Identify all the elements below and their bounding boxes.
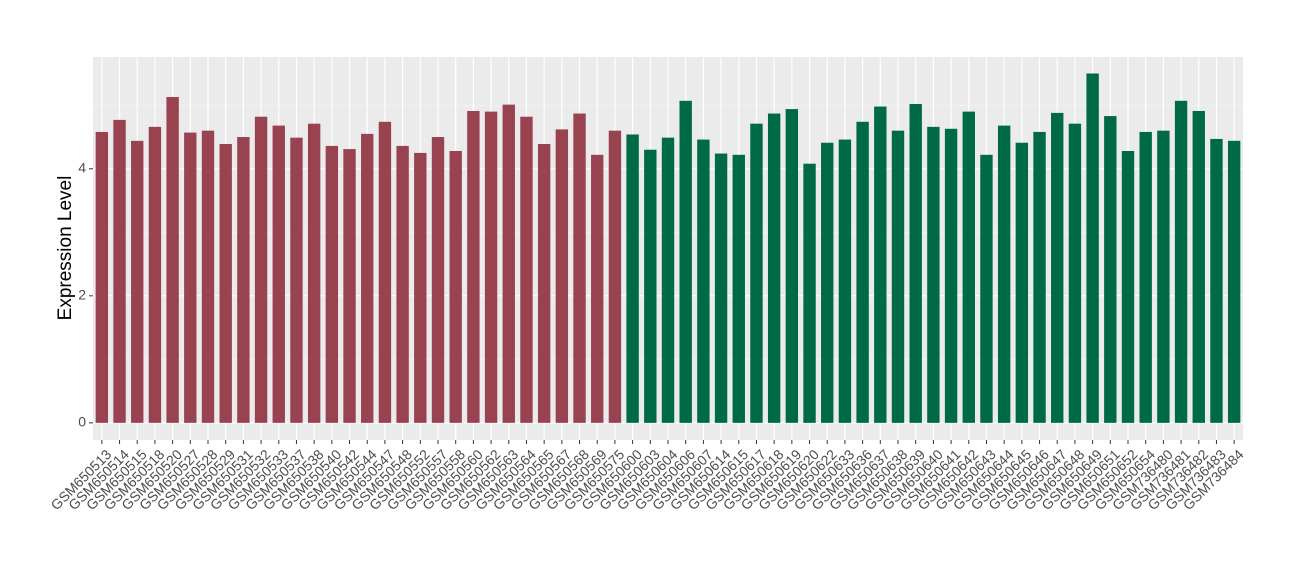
bar — [361, 133, 374, 423]
bar — [343, 149, 356, 423]
bar — [909, 104, 922, 423]
bar — [1086, 73, 1099, 423]
bar — [449, 151, 462, 423]
bar — [1015, 142, 1029, 423]
bar — [272, 125, 285, 423]
bar — [679, 100, 692, 423]
bar — [962, 111, 975, 423]
bar — [237, 137, 250, 423]
bar — [1121, 151, 1135, 423]
bar — [750, 123, 763, 423]
bar — [1033, 131, 1046, 423]
bar — [927, 126, 940, 423]
bar — [997, 125, 1011, 423]
bar — [1051, 112, 1064, 423]
y-axis-label: Expression Level — [55, 176, 76, 321]
bar — [537, 144, 551, 423]
bar — [891, 130, 905, 423]
bar — [184, 132, 197, 423]
bar — [307, 123, 321, 423]
bar — [608, 130, 622, 423]
bar — [484, 111, 498, 423]
bar — [821, 142, 834, 423]
bar — [378, 121, 392, 423]
y-tick-label: 4 — [78, 159, 86, 175]
bar — [785, 109, 799, 423]
bar — [732, 154, 745, 423]
bar — [113, 119, 126, 423]
bar — [1139, 131, 1152, 423]
y-tick-label: 2 — [78, 287, 86, 303]
bar — [201, 130, 215, 423]
bar — [714, 153, 728, 423]
bar — [325, 145, 339, 423]
bar — [767, 113, 781, 423]
bar — [644, 149, 657, 423]
bar — [290, 137, 303, 423]
bar — [573, 113, 586, 423]
bar — [626, 134, 639, 423]
bar — [803, 163, 816, 423]
bar — [838, 139, 852, 423]
bar — [254, 116, 268, 423]
bar — [874, 106, 887, 423]
bar — [166, 97, 179, 423]
bar — [95, 131, 109, 423]
bar — [555, 129, 569, 423]
bar — [980, 154, 993, 423]
bar — [1210, 138, 1223, 423]
y-tick-label: 0 — [78, 414, 86, 430]
bar — [148, 126, 162, 423]
bar — [591, 154, 604, 423]
bar — [414, 152, 427, 423]
bar — [1104, 116, 1117, 423]
bar — [520, 116, 533, 423]
bar — [219, 144, 232, 423]
bar — [431, 137, 445, 423]
bar — [856, 121, 869, 423]
bar — [396, 145, 409, 423]
bar — [944, 128, 958, 423]
bar — [467, 110, 480, 423]
bar — [1227, 140, 1241, 423]
bar — [1157, 130, 1170, 423]
bar — [1068, 123, 1082, 423]
bar — [1174, 100, 1188, 423]
bar — [697, 139, 710, 423]
bar — [502, 104, 515, 423]
bar — [131, 140, 144, 423]
bar — [1192, 110, 1205, 423]
bar — [661, 137, 675, 423]
